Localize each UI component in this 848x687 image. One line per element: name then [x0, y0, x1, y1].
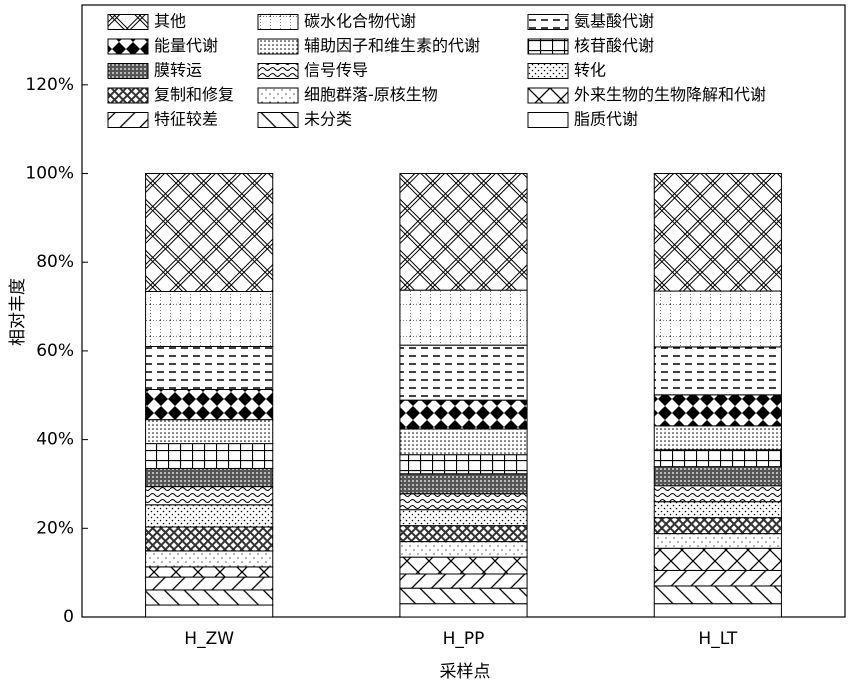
legend-swatch [107, 38, 149, 55]
legend-label: 能量代谢 [154, 36, 218, 55]
bar-segment [653, 173, 782, 292]
bar-segment [399, 399, 528, 430]
legend-label: 特征较差 [154, 110, 218, 129]
legend-label: 核苷酸代谢 [574, 36, 654, 55]
y-tick-label: 80% [36, 252, 74, 272]
legend-label: 辅助因子和维生素的代谢 [304, 36, 480, 55]
bar-segment [145, 526, 274, 552]
bar-segment [653, 501, 782, 519]
bar-segment [653, 449, 782, 468]
bar-segment [399, 173, 528, 291]
bar-segment [653, 485, 782, 503]
x-axis-label: 采样点 [440, 662, 491, 682]
bar-segment [145, 419, 274, 445]
legend-swatch [527, 87, 569, 104]
legend-label: 外来生物的生物降解和代谢 [574, 85, 766, 104]
bar-segment [399, 428, 528, 456]
legend-label: 其他 [154, 12, 186, 31]
legend-label: 转化 [574, 61, 606, 80]
bar-segment [145, 290, 274, 347]
legend-label: 细胞群落-原核生物 [304, 85, 438, 104]
bar-segment [399, 473, 528, 495]
bar-segment [145, 576, 274, 591]
legend-label: 未分类 [304, 110, 352, 129]
bar-segment [653, 290, 782, 348]
legend-swatch [107, 63, 149, 79]
legend-label: 信号传导 [304, 61, 368, 80]
bar-segment [399, 556, 528, 575]
bar-segment [399, 344, 528, 401]
y-axis-label: 相对丰度 [8, 278, 28, 346]
legend-swatch [107, 112, 149, 128]
bar-segment [653, 533, 782, 549]
bar-segment [399, 541, 528, 558]
bar-segment [145, 388, 274, 421]
bar-segment [653, 394, 782, 427]
bar-segment [145, 345, 274, 390]
bar-segment [145, 173, 274, 292]
y-tick-label: 100% [25, 164, 74, 184]
bar-segment [145, 589, 274, 606]
legend-swatch [527, 63, 569, 79]
legend-label: 氨基酸代谢 [574, 12, 654, 31]
legend-swatch [107, 87, 149, 104]
legend-label: 复制和修复 [154, 85, 234, 104]
bar-segment [145, 604, 274, 618]
bar-segment [145, 443, 274, 469]
bar-segment [399, 587, 528, 605]
bar-segment [399, 289, 528, 346]
legend-swatch [527, 14, 569, 30]
bar-segment [399, 573, 528, 589]
bar-segment [145, 566, 274, 578]
bar-segment [653, 466, 782, 487]
bar-segment [399, 509, 528, 527]
y-tick-label: 40% [36, 430, 74, 450]
legend-swatch [257, 63, 299, 79]
bar-segment [653, 425, 782, 451]
legend-swatch [257, 38, 299, 55]
y-tick-label: 60% [36, 341, 74, 361]
x-tick-label: H_ZW [184, 629, 234, 649]
bar-segment [653, 585, 782, 605]
y-tick-label: 20% [36, 518, 74, 538]
legend-swatch [257, 87, 299, 104]
bar-segment [145, 504, 274, 528]
legend-label: 膜转运 [154, 61, 202, 80]
y-tick-label: 120% [25, 75, 74, 95]
bar-segment [653, 547, 782, 571]
bar-segment [399, 603, 528, 618]
bar-segment [399, 493, 528, 511]
legend-swatch [257, 112, 299, 128]
legend-swatch [527, 38, 569, 55]
bar-segment [145, 486, 274, 506]
legend-label: 脂质代谢 [574, 110, 638, 129]
bar-segment [653, 603, 782, 618]
bar-segment [653, 346, 782, 396]
bar-segment [145, 550, 274, 568]
bar-segment [653, 569, 782, 587]
legend-swatch [257, 14, 299, 30]
y-tick-label: 0 [63, 607, 74, 627]
x-tick-label: H_LT [698, 629, 737, 649]
bar-segment [145, 467, 274, 488]
legend-swatch [107, 14, 149, 30]
bar-segment [653, 517, 782, 535]
x-tick-label: H_PP [443, 629, 485, 649]
bar-segment [399, 454, 528, 475]
legend-swatch [527, 112, 569, 128]
bar-segment [399, 525, 528, 543]
legend-label: 碳水化合物代谢 [304, 12, 416, 31]
